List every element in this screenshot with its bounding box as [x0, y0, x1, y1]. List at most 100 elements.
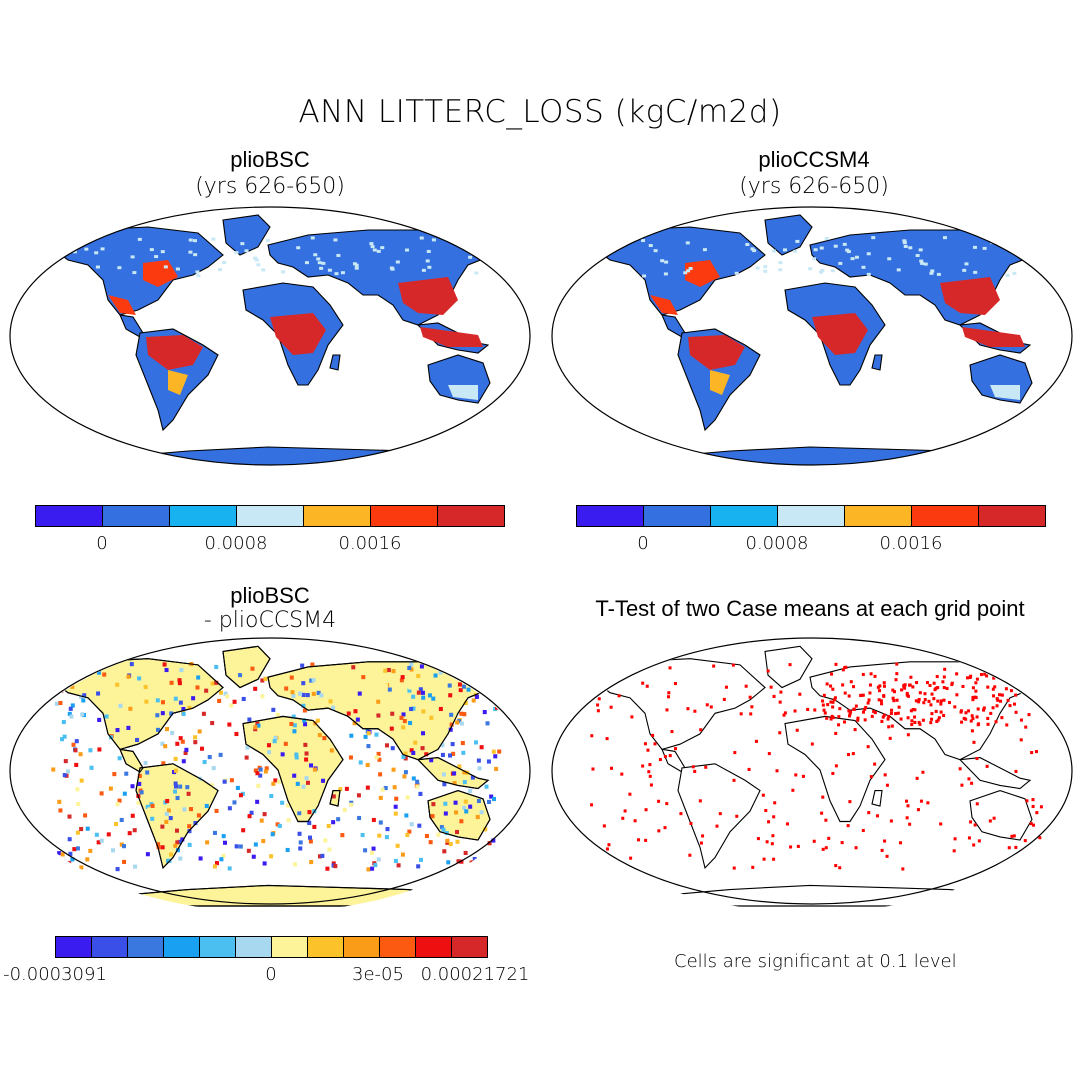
continent-seAsia [958, 757, 1032, 790]
field-cell [296, 807, 301, 812]
significant-cell [605, 847, 609, 851]
field-cell [137, 237, 142, 241]
field-cell [380, 787, 385, 792]
field-cell [291, 714, 296, 719]
field-cell [433, 673, 438, 678]
field-cell [97, 717, 102, 722]
field-cell [71, 742, 76, 747]
field-cell [254, 258, 259, 262]
field-cell [470, 775, 475, 780]
field-cell [85, 239, 90, 243]
significant-cell [840, 841, 844, 845]
significant-cell [921, 718, 925, 722]
significant-cell [838, 866, 842, 870]
significant-cell [868, 691, 872, 695]
field-cell [73, 748, 78, 753]
field-cell [356, 793, 361, 798]
field-cell [450, 742, 455, 747]
field-cell [328, 699, 333, 704]
significant-cell [941, 680, 945, 684]
field-cell [752, 249, 757, 253]
field-cell [241, 696, 246, 702]
significant-cell [863, 718, 867, 722]
field-cell [448, 727, 453, 732]
field-cell [310, 662, 315, 667]
significant-cell [890, 708, 894, 712]
significant-cell [1037, 844, 1041, 848]
field-cell [319, 693, 324, 698]
field-cell [923, 262, 928, 266]
significant-cell [885, 854, 889, 858]
significant-cell [648, 763, 652, 767]
significant-cell [1034, 750, 1038, 754]
field-cell [96, 840, 101, 845]
significant-cell [829, 700, 833, 704]
field-region [650, 295, 678, 315]
significant-cell [1019, 718, 1023, 722]
field-cell [915, 254, 920, 258]
significant-cell [929, 721, 933, 725]
field-cell [443, 811, 448, 816]
map-panel-4 [551, 637, 1073, 907]
field-cell [265, 239, 270, 243]
field-cell [196, 274, 201, 278]
field-cell [456, 859, 461, 864]
significant-cell [899, 841, 903, 845]
field-cell [349, 802, 354, 807]
significant-cell [773, 801, 777, 805]
significant-cell [1031, 804, 1035, 809]
field-cell [157, 802, 162, 807]
significant-cell [834, 731, 838, 735]
field-cell [391, 669, 396, 674]
field-cell [497, 749, 502, 754]
significant-cell [996, 698, 1000, 702]
field-cell [307, 721, 312, 726]
significant-cell [770, 842, 774, 846]
field-cell [169, 680, 174, 685]
significant-cell [1002, 675, 1006, 679]
field-cell [763, 269, 768, 273]
significant-cell [644, 838, 648, 842]
field-cell [165, 798, 170, 804]
significant-cell [979, 672, 983, 677]
field-cell [755, 266, 760, 270]
field-cell [376, 751, 381, 756]
significant-cell [846, 824, 850, 828]
field-cell [485, 721, 490, 726]
field-cell [161, 761, 166, 766]
field-cell [114, 821, 119, 827]
field-cell [85, 857, 90, 862]
field-cell [253, 768, 258, 773]
significant-cell [932, 697, 936, 701]
field-cell [298, 691, 303, 696]
significant-cell [943, 667, 947, 671]
field-cell [392, 785, 397, 790]
field-cell [686, 269, 691, 273]
field-cell [304, 751, 309, 756]
field-cell [201, 711, 206, 716]
field-cell [143, 684, 148, 690]
significant-cell [970, 729, 974, 733]
field-cell [70, 703, 75, 708]
significant-cell [1003, 677, 1007, 681]
field-cell [88, 748, 93, 753]
significant-cell [928, 683, 932, 688]
field-cell [415, 779, 420, 784]
field-cell [225, 694, 230, 699]
field-region [448, 385, 478, 400]
significant-cell [982, 708, 986, 712]
field-region [108, 295, 136, 315]
field-cell [919, 259, 924, 263]
significant-cell [602, 824, 606, 828]
significant-cell [939, 710, 943, 714]
significant-cell [935, 719, 939, 724]
field-cell [457, 682, 462, 687]
significant-cell [831, 687, 835, 691]
field-cell [447, 683, 452, 688]
field-cell [80, 712, 85, 717]
field-cell [401, 712, 406, 717]
significant-cell [1029, 822, 1033, 826]
field-cell [936, 272, 941, 276]
field-cell [96, 691, 101, 696]
field-cell [275, 822, 280, 827]
